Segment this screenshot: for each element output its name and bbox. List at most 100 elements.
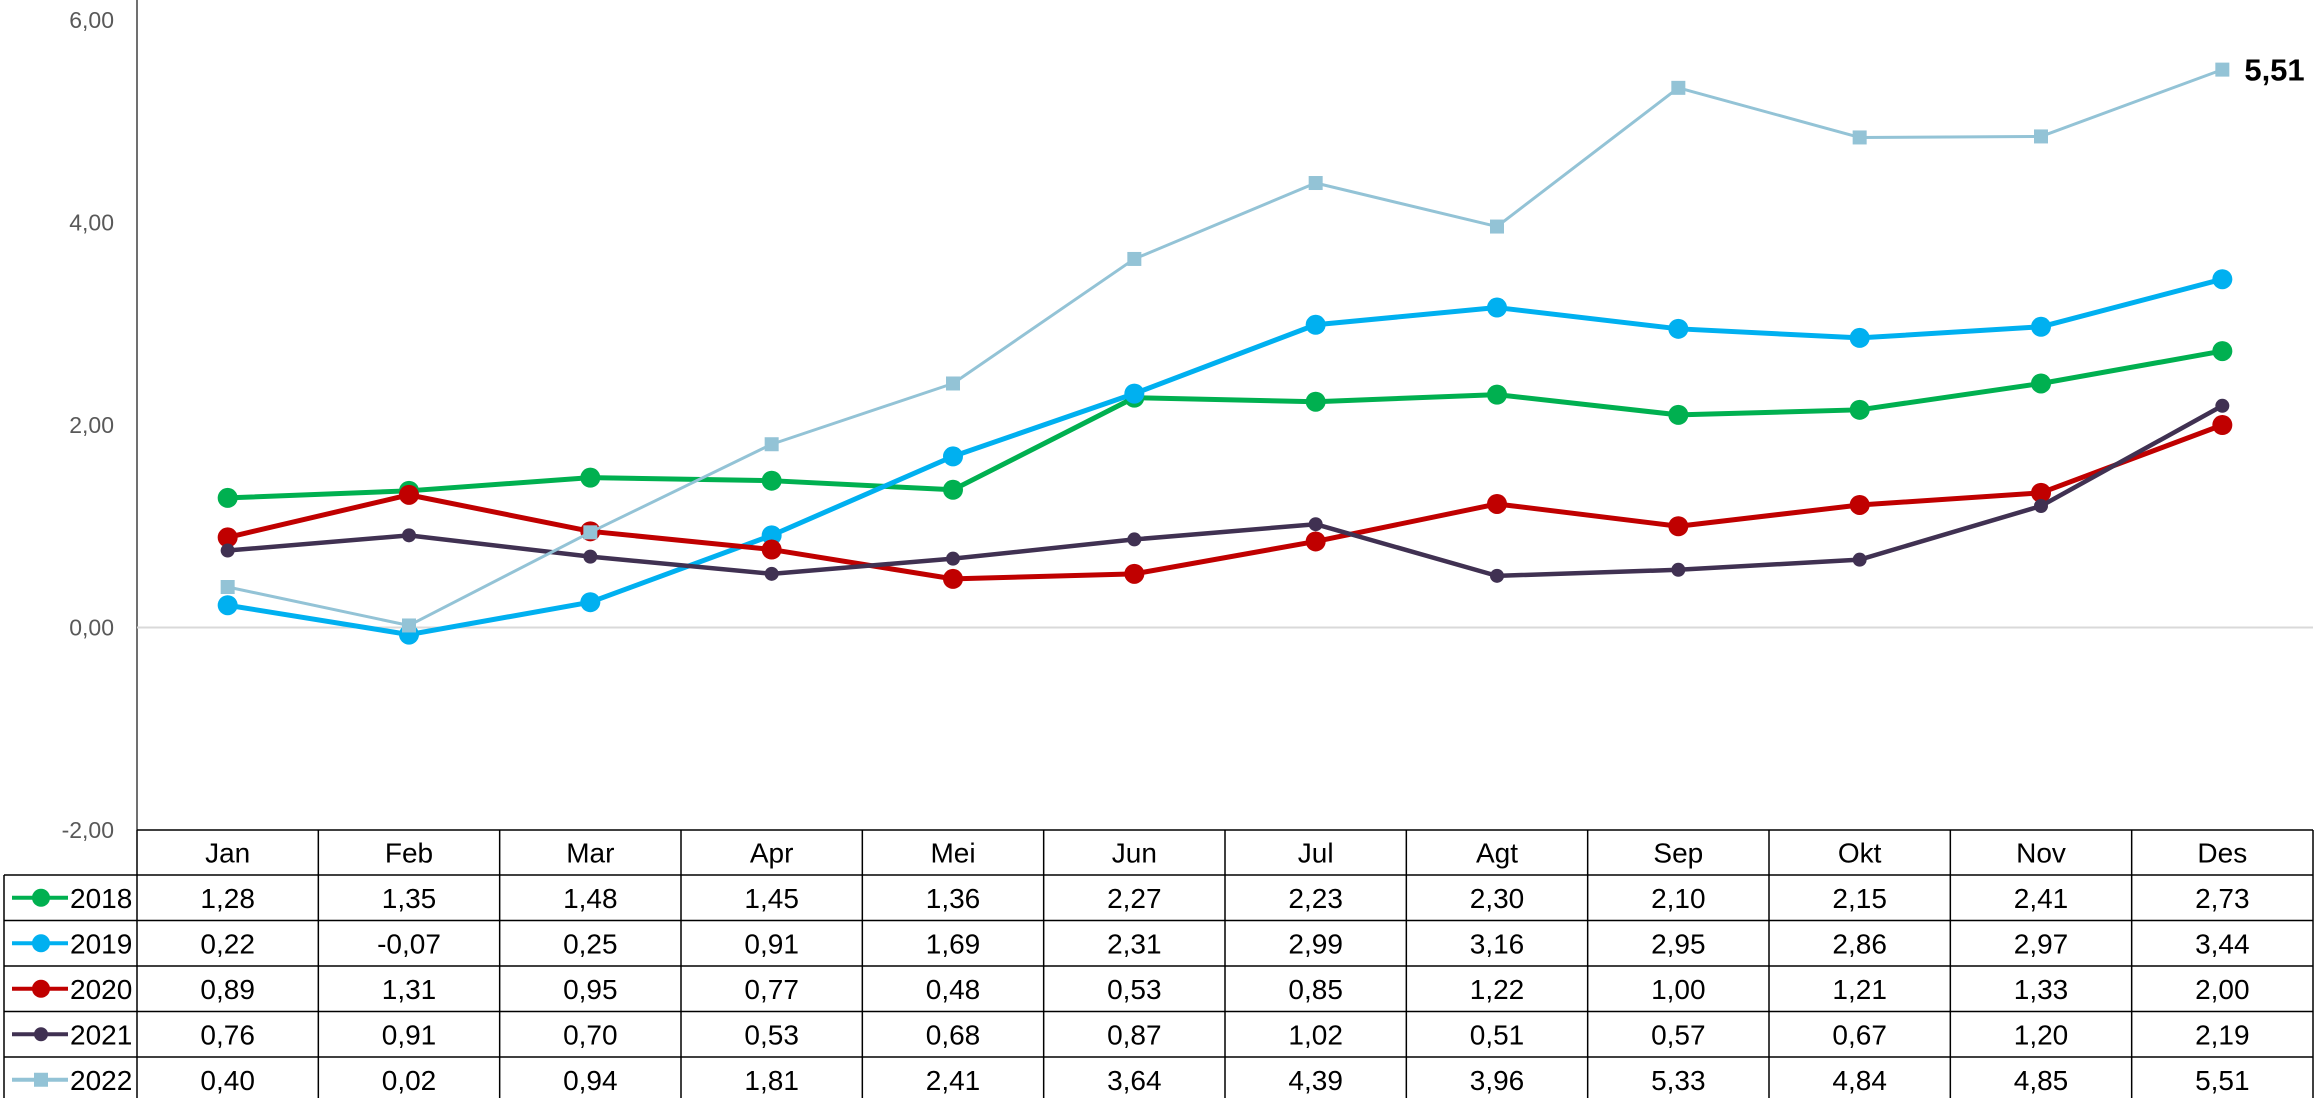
data-label: 4,84 [1832, 1065, 1887, 1096]
data-point-2022 [946, 376, 960, 391]
data-point-2020 [399, 484, 419, 505]
legend-label-2022: 2022 [70, 1065, 132, 1096]
end-value-label: 5,51 [2244, 53, 2304, 88]
data-point-2019 [580, 592, 601, 613]
data-point-2020 [1305, 531, 1326, 552]
data-point-2018 [1487, 384, 1507, 405]
data-point-2021 [946, 551, 960, 566]
data-point-2019 [943, 446, 963, 467]
data-point-2018 [761, 470, 782, 491]
data-label: 3,16 [1470, 928, 1525, 959]
y-tick-label: 6,00 [69, 7, 114, 33]
x-tick-label: Jul [1298, 838, 1334, 869]
data-label: 1,00 [1651, 974, 1706, 1005]
series-line-2020 [227, 422, 2224, 582]
legend-key-marker [32, 979, 50, 998]
data-point-2019 [2031, 316, 2051, 337]
data-label: 2,19 [2195, 1019, 2250, 1050]
data-point-2019 [1849, 327, 1870, 348]
series-line-2018 [227, 348, 2223, 501]
data-label: 2,30 [1470, 883, 1525, 914]
data-point-2022 [1127, 251, 1142, 266]
data-table: Jan Feb Mar Apr Mei Jun Jul Agt Sep Okt Nov Des 2018… [3, 829, 2314, 1098]
data-label: 0,87 [1107, 1019, 1162, 1050]
x-tick-label: Apr [750, 838, 794, 869]
series-2021 [220, 398, 2230, 583]
series-2018 [217, 341, 2233, 508]
data-label: 1,33 [2014, 974, 2069, 1005]
data-point-2022 [220, 580, 235, 594]
legend-key-marker [34, 1027, 48, 1042]
data-point-2022 [1490, 219, 1504, 234]
data-label: 0,40 [200, 1065, 255, 1096]
data-point-2021 [1490, 568, 1504, 583]
y-tick-label: 2,00 [69, 412, 114, 438]
data-label: 0,53 [1107, 974, 1162, 1005]
data-label: 0,89 [200, 974, 255, 1005]
legend-label-2020: 2020 [70, 974, 132, 1005]
data-label: 3,96 [1470, 1065, 1525, 1096]
data-label: 5,33 [1651, 1065, 1706, 1096]
data-point-2019 [761, 525, 782, 546]
x-tick-label: Mei [930, 838, 975, 869]
data-label: -0,07 [377, 928, 441, 959]
chart-axes: 6,00 4,00 2,00 0,00 -2,00 [62, 0, 2313, 843]
data-point-2022 [764, 437, 779, 452]
data-label: 0,76 [200, 1019, 255, 1050]
data-label: 2,00 [2195, 974, 2250, 1005]
data-label: 0,85 [1288, 974, 1343, 1005]
data-label: 0,94 [563, 1065, 618, 1096]
data-label: 0,02 [382, 1065, 437, 1096]
data-point-2020 [1668, 516, 1689, 537]
data-label: 2,86 [1832, 928, 1887, 959]
legend-key-marker [32, 934, 50, 953]
data-label: 0,91 [382, 1019, 437, 1050]
data-point-2021 [220, 543, 235, 558]
y-tick-label: 0,00 [69, 615, 114, 641]
x-tick-label: Des [2197, 838, 2247, 869]
data-label: 1,22 [1470, 974, 1525, 1005]
data-point-2020 [1849, 494, 1870, 515]
data-point-2018 [2031, 373, 2051, 394]
series-line-2019 [227, 276, 2223, 638]
data-label: 1,28 [200, 883, 255, 914]
x-tick-label: Jan [205, 838, 250, 869]
data-point-2022 [2215, 62, 2230, 77]
data-label: 2,27 [1107, 883, 1162, 914]
x-tick-label: Sep [1653, 838, 1703, 869]
data-point-2018 [580, 467, 601, 488]
data-point-2022 [583, 525, 598, 540]
data-point-2021 [583, 549, 598, 564]
data-point-2021 [1852, 552, 1867, 567]
data-label: 1,20 [2014, 1019, 2069, 1050]
data-label: 1,31 [382, 974, 437, 1005]
data-label: 1,02 [1288, 1019, 1343, 1050]
series-line-2022 [227, 68, 2223, 627]
legend-label-2021: 2021 [70, 1019, 132, 1050]
data-point-2021 [2215, 398, 2230, 413]
x-tick-label: Agt [1476, 838, 1518, 869]
series-layer: 5,51 [217, 53, 2305, 645]
data-label: 0,91 [744, 928, 799, 959]
data-point-2021 [1127, 532, 1142, 547]
data-label: 0,22 [200, 928, 255, 959]
data-point-2018 [1305, 391, 1326, 412]
legend-label-2018: 2018 [70, 883, 132, 914]
data-label: 0,95 [563, 974, 618, 1005]
data-label: 1,69 [926, 928, 981, 959]
data-point-2019 [1124, 383, 1145, 404]
y-tick-label: -2,00 [62, 817, 114, 843]
data-label: 1,36 [926, 883, 981, 914]
x-tick-label: Nov [2016, 838, 2066, 869]
data-label: 3,64 [1107, 1065, 1162, 1096]
data-point-2019 [1487, 297, 1507, 318]
series-line-2021 [227, 403, 2224, 579]
data-point-2018 [217, 487, 238, 508]
data-label: 3,44 [2195, 928, 2250, 959]
data-point-2022 [1671, 80, 1686, 95]
series-2020 [217, 415, 2233, 589]
data-label: 5,51 [2195, 1065, 2250, 1096]
data-point-2019 [1305, 314, 1326, 335]
data-label: 0,25 [563, 928, 618, 959]
